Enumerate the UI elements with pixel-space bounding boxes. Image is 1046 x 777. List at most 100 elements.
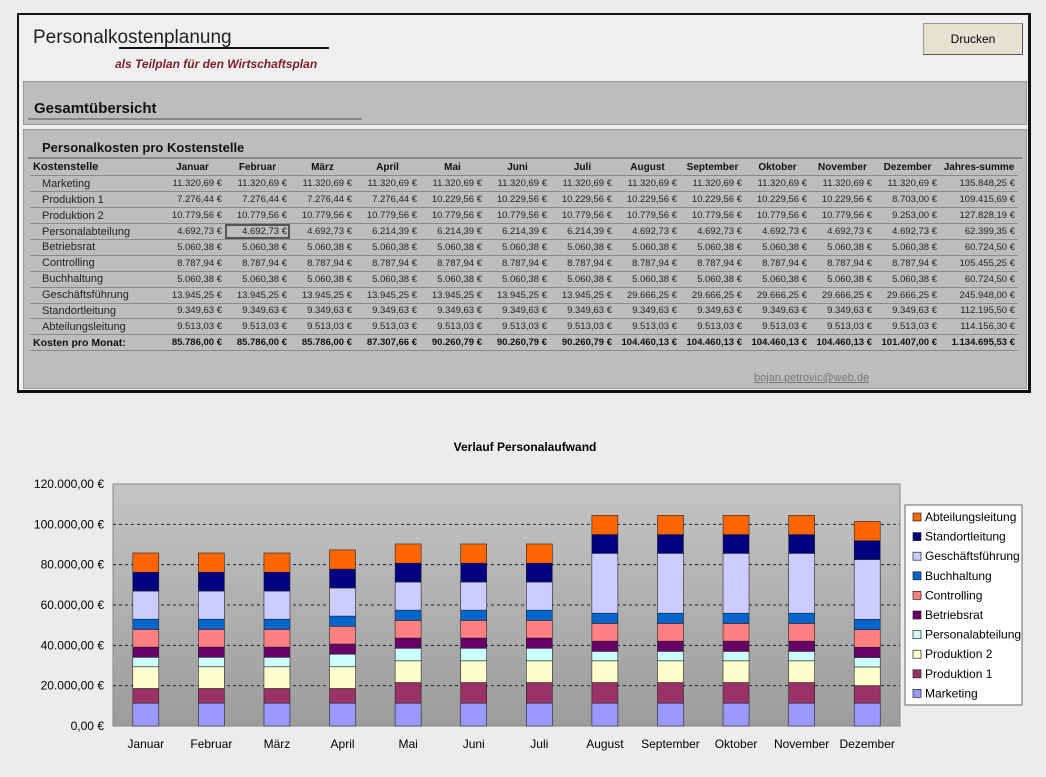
table-cell[interactable]: 9.349,63 € [550, 303, 615, 320]
table-cell[interactable]: 60.724,50 € [940, 239, 1018, 256]
table-cell[interactable]: 6.214,39 € [485, 223, 550, 240]
table-cell[interactable]: 5.060,38 € [225, 239, 290, 256]
table-cell[interactable]: 11.320,69 € [160, 175, 225, 193]
table-cell[interactable]: 13.945,25 € [355, 287, 420, 304]
table-cell[interactable]: 104.460,13 € [680, 334, 745, 352]
table-cell[interactable]: 104.460,13 € [615, 334, 680, 352]
table-cell[interactable]: 9.349,63 € [225, 303, 290, 320]
table-cell[interactable]: 9.349,63 € [160, 303, 225, 320]
table-cell[interactable]: 8.787,94 € [810, 255, 875, 272]
table-cell[interactable]: 10.229,56 € [485, 191, 550, 209]
table-cell[interactable]: 109.415,69 € [940, 191, 1018, 209]
table-cell[interactable]: 10.779,56 € [680, 207, 745, 225]
table-cell[interactable]: 135.848,25 € [940, 175, 1018, 193]
table-cell[interactable]: 5.060,38 € [810, 271, 875, 288]
table-cell[interactable]: 9.349,63 € [485, 303, 550, 320]
table-cell[interactable]: 114.156,30 € [940, 318, 1018, 336]
table-cell[interactable]: 101.407,00 € [875, 334, 940, 352]
email-link[interactable]: bojan.petrovic@web.de [754, 372, 870, 384]
table-cell[interactable]: 9.513,03 € [875, 318, 940, 336]
table-cell[interactable]: 29.666,25 € [875, 287, 940, 304]
table-cell[interactable]: 9.513,03 € [680, 318, 745, 336]
table-cell[interactable]: 10.779,56 € [225, 207, 290, 225]
table-cell[interactable]: 10.779,56 € [810, 207, 875, 225]
table-cell[interactable]: 5.060,38 € [875, 271, 940, 288]
table-cell[interactable]: 10.779,56 € [745, 207, 810, 225]
table-cell[interactable]: 13.945,25 € [290, 287, 355, 304]
print-button[interactable]: Drucken [923, 23, 1023, 55]
table-cell[interactable]: 8.787,94 € [290, 255, 355, 272]
table-cell[interactable]: 10.779,56 € [615, 207, 680, 225]
table-cell[interactable]: 5.060,38 € [485, 239, 550, 256]
table-cell[interactable]: 11.320,69 € [485, 175, 550, 193]
table-cell[interactable]: 127.828,19 € [940, 207, 1018, 225]
table-cell[interactable]: 11.320,69 € [810, 175, 875, 193]
table-cell[interactable]: 90.260,79 € [550, 334, 615, 352]
table-cell[interactable]: 9.513,03 € [550, 318, 615, 336]
table-cell[interactable]: 29.666,25 € [615, 287, 680, 304]
table-cell[interactable]: 10.229,56 € [745, 191, 810, 209]
table-cell[interactable]: 9.513,03 € [420, 318, 485, 336]
table-cell[interactable]: 5.060,38 € [160, 271, 225, 288]
table-cell[interactable]: 13.945,25 € [485, 287, 550, 304]
table-cell[interactable]: 4.692,73 € [745, 223, 810, 240]
table-cell[interactable]: 105.455,25 € [940, 255, 1018, 272]
table-cell[interactable]: 5.060,38 € [290, 271, 355, 288]
table-cell[interactable]: 9.349,63 € [680, 303, 745, 320]
table-cell[interactable]: 5.060,38 € [550, 239, 615, 256]
table-cell[interactable]: 4.692,73 € [875, 223, 940, 240]
table-cell[interactable]: 5.060,38 € [290, 239, 355, 256]
table-cell[interactable]: 5.060,38 € [745, 239, 810, 256]
table-cell[interactable]: 9.513,03 € [615, 318, 680, 336]
table-cell[interactable]: 10.779,56 € [355, 207, 420, 225]
table-cell[interactable]: 8.787,94 € [485, 255, 550, 272]
table-cell[interactable]: 10.779,56 € [160, 207, 225, 225]
table-cell[interactable]: 9.349,63 € [875, 303, 940, 320]
table-cell[interactable]: 13.945,25 € [550, 287, 615, 304]
table-cell[interactable]: 5.060,38 € [550, 271, 615, 288]
table-cell[interactable]: 245.948,00 € [940, 287, 1018, 304]
table-cell[interactable]: 60.724,50 € [940, 271, 1018, 288]
table-cell[interactable]: 7.276,44 € [355, 191, 420, 209]
table-cell[interactable]: 29.666,25 € [680, 287, 745, 304]
table-cell[interactable]: 8.787,94 € [745, 255, 810, 272]
table-cell[interactable]: 8.787,94 € [225, 255, 290, 272]
table-cell[interactable]: 62.399,35 € [940, 223, 1018, 240]
table-cell[interactable]: 7.276,44 € [290, 191, 355, 209]
table-cell[interactable]: 11.320,69 € [615, 175, 680, 193]
table-cell[interactable]: 5.060,38 € [485, 271, 550, 288]
table-cell[interactable]: 8.787,94 € [355, 255, 420, 272]
table-cell[interactable]: 90.260,79 € [485, 334, 550, 352]
table-cell[interactable]: 7.276,44 € [225, 191, 290, 209]
table-cell[interactable]: 4.692,73 € [160, 223, 225, 240]
table-cell[interactable]: 9.253,00 € [875, 207, 940, 225]
table-cell[interactable]: 8.787,94 € [875, 255, 940, 272]
table-cell[interactable]: 9.513,03 € [160, 318, 225, 336]
table-cell[interactable]: 85.786,00 € [225, 334, 290, 352]
table-cell[interactable]: 5.060,38 € [745, 271, 810, 288]
table-cell[interactable]: 9.513,03 € [485, 318, 550, 336]
table-cell[interactable]: 9.513,03 € [355, 318, 420, 336]
table-cell[interactable]: 9.349,63 € [810, 303, 875, 320]
table-cell[interactable]: 10.229,56 € [810, 191, 875, 209]
table-cell[interactable]: 9.349,63 € [290, 303, 355, 320]
table-cell[interactable]: 11.320,69 € [225, 175, 290, 193]
table-cell[interactable]: 8.787,94 € [680, 255, 745, 272]
table-cell[interactable]: 11.320,69 € [550, 175, 615, 193]
table-cell[interactable]: 85.786,00 € [160, 334, 225, 352]
table-cell[interactable]: 9.513,03 € [290, 318, 355, 336]
table-cell[interactable]: 11.320,69 € [745, 175, 810, 193]
table-cell[interactable]: 8.703,00 € [875, 191, 940, 209]
table-cell[interactable]: 8.787,94 € [615, 255, 680, 272]
table-cell[interactable]: 5.060,38 € [875, 239, 940, 256]
table-cell[interactable]: 8.787,94 € [160, 255, 225, 272]
table-cell[interactable]: 8.787,94 € [420, 255, 485, 272]
table-cell[interactable]: 29.666,25 € [745, 287, 810, 304]
table-cell[interactable]: 5.060,38 € [355, 271, 420, 288]
table-cell[interactable]: 6.214,39 € [550, 223, 615, 240]
table-cell[interactable]: 11.320,69 € [290, 175, 355, 193]
table-cell[interactable]: 5.060,38 € [615, 271, 680, 288]
table-cell[interactable]: 10.779,56 € [485, 207, 550, 225]
table-cell[interactable]: 4.692,73 € [225, 223, 290, 240]
table-cell[interactable]: 5.060,38 € [225, 271, 290, 288]
